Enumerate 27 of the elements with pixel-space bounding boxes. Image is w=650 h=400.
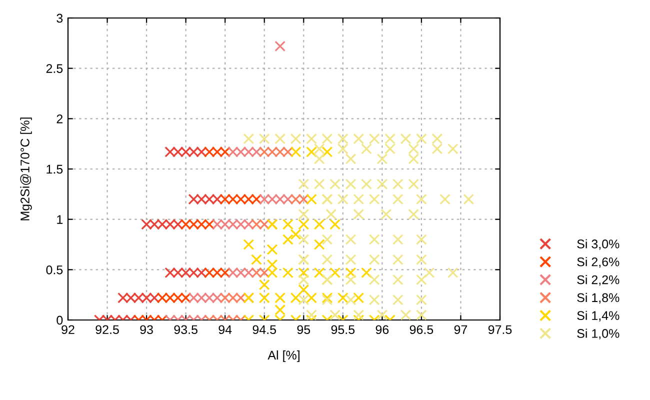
x-tick-label: 95.5: [331, 325, 355, 334]
legend-label: Si 1,0%: [577, 328, 620, 340]
x-tick-label: 97.5: [488, 325, 512, 334]
legend-label: Si 2,6%: [577, 257, 620, 268]
y-tick-label: 2.5: [46, 64, 63, 73]
y-tick-label: 0.5: [46, 265, 63, 274]
legend-label: Si 1,8%: [577, 292, 620, 304]
y-tick-label: 0: [56, 316, 63, 325]
x-tick-label: 94.5: [252, 325, 276, 334]
x-tick-label: 96.5: [410, 325, 434, 334]
x-tick-label: 93.5: [174, 325, 198, 334]
legend-label: Si 1,4%: [577, 310, 620, 322]
x-tick-label: 93: [140, 325, 153, 334]
x-tick-label: 97: [454, 325, 468, 334]
x-axis-title: Al [%]: [268, 350, 300, 362]
y-tick-label: 3: [56, 14, 63, 23]
x-tick-label: 96: [376, 325, 389, 334]
x-tick-label: 92: [62, 325, 74, 334]
x-tick-label: 95: [297, 325, 310, 334]
y-axis-title: Mg2Si@170°C [%]: [20, 118, 32, 220]
legend-label: Si 2,2%: [577, 275, 620, 286]
x-tick-label: 94: [218, 325, 232, 334]
y-tick-label: 1.5: [46, 164, 63, 174]
y-tick-label: 1: [57, 215, 63, 224]
y-tick-label: 2: [56, 114, 63, 124]
x-tick-label: 92.5: [96, 325, 119, 334]
legend-label: Si 3,0%: [577, 239, 620, 250]
